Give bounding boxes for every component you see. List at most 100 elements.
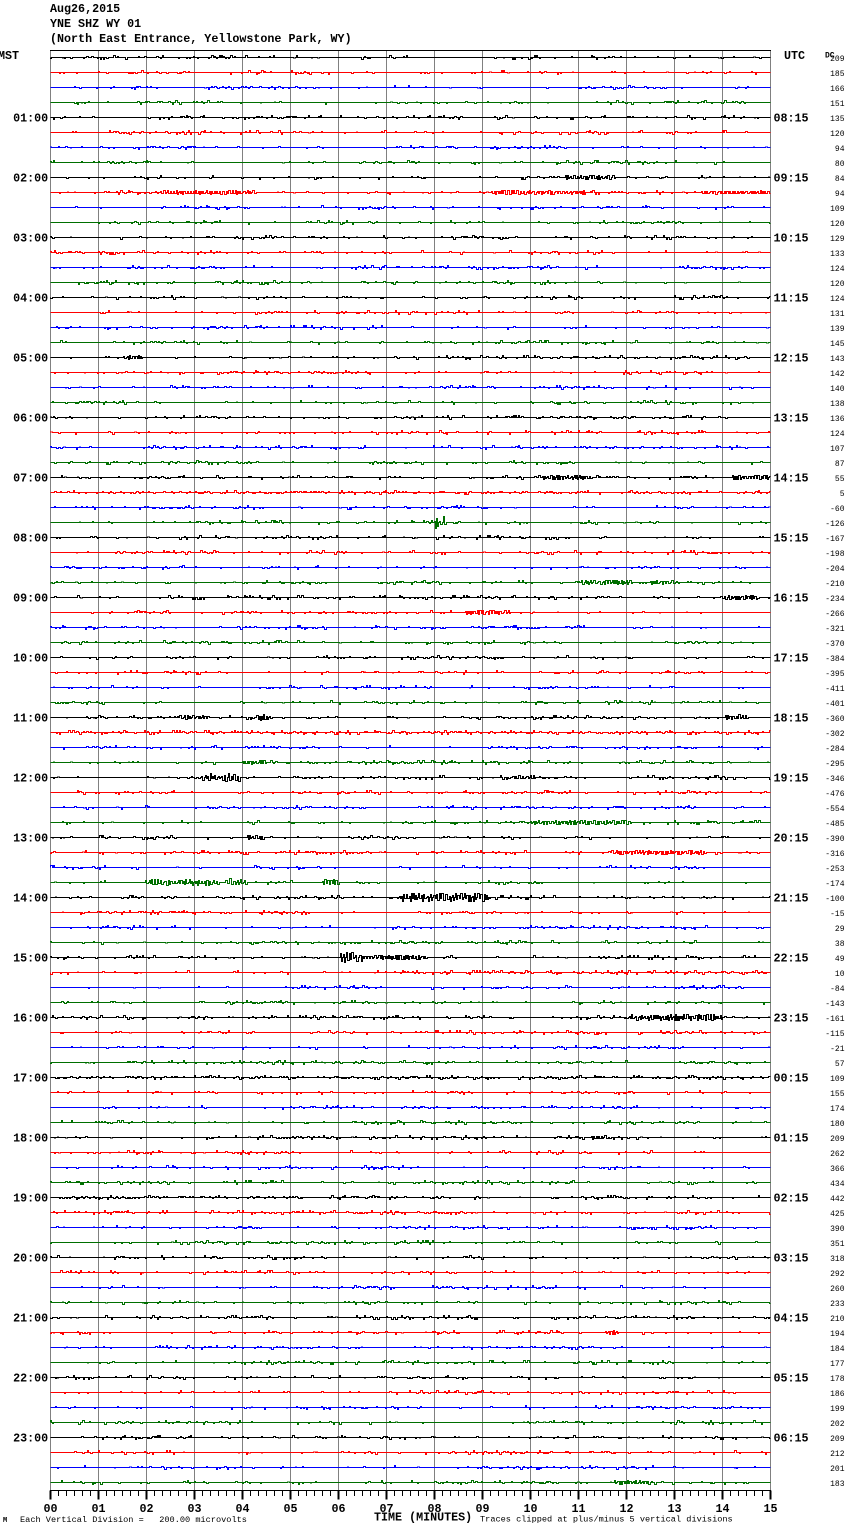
svg-text:17:00: 17:00: [13, 1072, 48, 1086]
svg-text:124: 124: [830, 265, 845, 274]
svg-text:-253: -253: [825, 865, 844, 874]
svg-text:-384: -384: [825, 655, 844, 664]
svg-text:08:15: 08:15: [774, 112, 809, 126]
svg-text:12: 12: [619, 1502, 633, 1516]
svg-text:-395: -395: [825, 670, 844, 679]
svg-text:390: 390: [830, 1225, 845, 1234]
svg-text:05:00: 05:00: [13, 352, 48, 366]
svg-text:233: 233: [830, 1300, 845, 1309]
svg-text:-84: -84: [830, 985, 845, 994]
svg-text:140: 140: [830, 385, 845, 394]
svg-text:Aug26,2015: Aug26,2015: [50, 2, 120, 16]
svg-text:06: 06: [331, 1502, 345, 1516]
svg-text:120: 120: [830, 220, 845, 229]
svg-text:UTC: UTC: [784, 49, 805, 63]
svg-text:-370: -370: [825, 640, 844, 649]
svg-text:-198: -198: [825, 550, 844, 559]
svg-text:425: 425: [830, 1210, 845, 1219]
svg-text:12:15: 12:15: [774, 352, 809, 366]
svg-text:-60: -60: [830, 505, 845, 514]
svg-text:DC: DC: [825, 52, 835, 61]
svg-text:14:15: 14:15: [774, 472, 809, 486]
svg-text:434: 434: [830, 1180, 845, 1189]
svg-text:49: 49: [835, 955, 845, 964]
svg-text:10: 10: [523, 1502, 537, 1516]
svg-text:209: 209: [830, 1435, 845, 1444]
svg-text:13: 13: [667, 1502, 681, 1516]
svg-text:11: 11: [571, 1502, 585, 1516]
svg-text:-204: -204: [825, 565, 844, 574]
svg-text:-167: -167: [825, 535, 844, 544]
svg-text:-476: -476: [825, 790, 844, 799]
svg-text:Each Vertical Division = 200: Each Vertical Division = 200.00 microvol…: [20, 1515, 247, 1525]
svg-text:03:15: 03:15: [774, 1252, 809, 1266]
svg-text:10:15: 10:15: [774, 232, 809, 246]
svg-text:-485: -485: [825, 820, 844, 829]
svg-text:184: 184: [830, 1345, 845, 1354]
svg-text:351: 351: [830, 1240, 845, 1249]
svg-text:M: M: [3, 1517, 7, 1525]
svg-text:5: 5: [840, 490, 845, 499]
svg-text:94: 94: [835, 190, 845, 199]
svg-text:155: 155: [830, 1090, 845, 1099]
svg-text:10:00: 10:00: [13, 652, 48, 666]
svg-text:166: 166: [830, 85, 845, 94]
svg-text:23:00: 23:00: [13, 1432, 48, 1446]
svg-text:-21: -21: [830, 1045, 845, 1054]
svg-text:186: 186: [830, 1390, 845, 1399]
svg-text:-266: -266: [825, 610, 844, 619]
svg-text:29: 29: [835, 925, 845, 934]
svg-text:09:00: 09:00: [13, 592, 48, 606]
svg-text:15:00: 15:00: [13, 952, 48, 966]
svg-text:194: 194: [830, 1330, 845, 1339]
svg-text:02:00: 02:00: [13, 172, 48, 186]
svg-text:10: 10: [835, 970, 845, 979]
svg-text:16:15: 16:15: [774, 592, 809, 606]
svg-text:Traces clipped at plus/minus 5: Traces clipped at plus/minus 5 vertical …: [480, 1514, 733, 1524]
svg-text:55: 55: [835, 475, 845, 484]
svg-text:-346: -346: [825, 775, 844, 784]
svg-text:38: 38: [835, 940, 845, 949]
svg-text:142: 142: [830, 370, 845, 379]
svg-text:185: 185: [830, 70, 845, 79]
svg-text:07: 07: [379, 1502, 393, 1516]
svg-text:145: 145: [830, 340, 845, 349]
svg-text:14:00: 14:00: [13, 892, 48, 906]
svg-text:20:15: 20:15: [774, 832, 809, 846]
svg-text:YNE SHZ WY 01: YNE SHZ WY 01: [50, 17, 141, 31]
svg-text:366: 366: [830, 1165, 845, 1174]
svg-text:-295: -295: [825, 760, 844, 769]
svg-text:109: 109: [830, 1075, 845, 1084]
svg-text:-401: -401: [825, 700, 844, 709]
svg-text:23:15: 23:15: [774, 1012, 809, 1026]
svg-text:120: 120: [830, 280, 845, 289]
svg-text:01:15: 01:15: [774, 1132, 809, 1146]
svg-text:57: 57: [835, 1060, 845, 1069]
svg-text:199: 199: [830, 1405, 845, 1414]
svg-text:-100: -100: [825, 895, 844, 904]
svg-text:08: 08: [427, 1502, 441, 1516]
svg-text:19:15: 19:15: [774, 772, 809, 786]
svg-text:-390: -390: [825, 835, 844, 844]
svg-text:13:00: 13:00: [13, 832, 48, 846]
svg-text:19:00: 19:00: [13, 1192, 48, 1206]
svg-text:-115: -115: [825, 1030, 844, 1039]
svg-text:120: 120: [830, 130, 845, 139]
svg-text:16:00: 16:00: [13, 1012, 48, 1026]
svg-text:87: 87: [835, 460, 845, 469]
svg-text:MST: MST: [0, 49, 19, 63]
svg-text:18:00: 18:00: [13, 1132, 48, 1146]
svg-text:210: 210: [830, 1315, 845, 1324]
svg-text:06:15: 06:15: [774, 1432, 809, 1446]
svg-text:18:15: 18:15: [774, 712, 809, 726]
svg-text:-321: -321: [825, 625, 844, 634]
svg-text:(North East Entrance, Yellowst: (North East Entrance, Yellowstone Park, …: [50, 32, 352, 46]
svg-text:09: 09: [475, 1502, 489, 1516]
svg-text:14: 14: [715, 1502, 729, 1516]
svg-text:209: 209: [830, 55, 845, 64]
svg-text:212: 212: [830, 1450, 845, 1459]
svg-text:06:00: 06:00: [13, 412, 48, 426]
svg-text:15: 15: [763, 1502, 777, 1516]
svg-text:04:00: 04:00: [13, 292, 48, 306]
svg-text:-143: -143: [825, 1000, 844, 1009]
